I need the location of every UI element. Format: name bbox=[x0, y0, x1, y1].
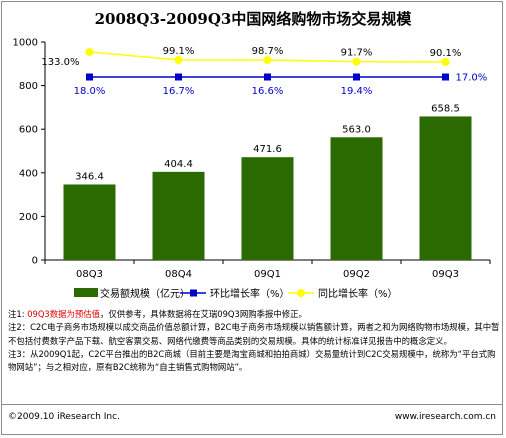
bar bbox=[63, 184, 116, 260]
mom-value-label: 19.4% bbox=[341, 86, 373, 97]
yoy-point bbox=[441, 58, 450, 66]
bar bbox=[152, 171, 205, 260]
yoy-value-label: 98.7% bbox=[252, 46, 284, 57]
legend-label: 同比增长率（%） bbox=[318, 287, 398, 300]
footer-copyright: ©2009.10 iResearch Inc. bbox=[8, 412, 120, 422]
mom-point bbox=[442, 73, 449, 81]
bar bbox=[241, 157, 294, 260]
legend-swatch-marker bbox=[190, 289, 197, 297]
bar-value-label: 471.6 bbox=[253, 144, 282, 155]
x-tick-label: 09Q3 bbox=[432, 269, 459, 280]
x-tick-label: 09Q2 bbox=[343, 269, 370, 280]
yoy-point bbox=[263, 55, 272, 64]
chart-plot: 0 200 400 600 800 1000 08Q3 08Q4 09Q1 09Q2 09Q3 346… bbox=[13, 38, 491, 300]
footer-website: www.iresearch.com.cn bbox=[394, 412, 496, 422]
bar-value-label: 658.5 bbox=[431, 103, 460, 114]
legend-label: 环比增长率（%） bbox=[210, 287, 290, 300]
y-tick-label: 200 bbox=[19, 212, 38, 223]
chart-title: 2008Q3-2009Q3中国网络购物市场交易规模 bbox=[94, 10, 412, 28]
x-tick-label: 09Q1 bbox=[254, 269, 281, 280]
y-tick-label: 600 bbox=[19, 125, 38, 136]
notes-block: 注1: 09Q3数据为预估值，仅供参考，具体数据将在艾瑞09Q3网购季报中修正。… bbox=[8, 308, 500, 374]
legend-swatch-bar bbox=[74, 288, 98, 297]
y-tick-label: 800 bbox=[19, 81, 38, 92]
yoy-value-label: 133.0% bbox=[41, 57, 79, 68]
yoy-point bbox=[352, 57, 361, 66]
mom-point bbox=[86, 73, 93, 81]
bar bbox=[330, 137, 383, 260]
yoy-value-label: 99.1% bbox=[163, 46, 195, 57]
yoy-point bbox=[174, 55, 183, 64]
y-tick-label: 0 bbox=[32, 256, 38, 267]
mom-point bbox=[264, 73, 271, 81]
note-1: 注1: 09Q3数据为预估值，仅供参考，具体数据将在艾瑞09Q3网购季报中修正。 bbox=[8, 308, 500, 321]
y-tick-label: 1000 bbox=[13, 38, 38, 49]
bar-value-label: 346.4 bbox=[75, 171, 104, 182]
x-tick-label: 08Q3 bbox=[76, 269, 103, 280]
legend-swatch-marker bbox=[297, 289, 305, 297]
note-1-highlight: 09Q3数据为预估值 bbox=[27, 309, 101, 319]
bar bbox=[419, 116, 472, 261]
y-tick-label: 400 bbox=[19, 168, 38, 179]
mom-point bbox=[175, 73, 182, 81]
mom-value-label: 16.7% bbox=[163, 86, 195, 97]
bar-value-label: 404.4 bbox=[164, 159, 193, 170]
x-tick-label: 08Q4 bbox=[165, 269, 192, 280]
note-1-prefix: 注1: bbox=[8, 309, 28, 319]
note-3: 注3：从2009Q1起，C2C平台推出的B2C商城（目前主要是淘宝商城和拍拍商城… bbox=[8, 348, 496, 373]
note-2: 注2：C2C电子商务市场规模以成交商品价值总额计算，B2C电子商务市场规模以销售… bbox=[8, 322, 500, 346]
yoy-point bbox=[85, 48, 94, 56]
footer-divider bbox=[1, 404, 503, 405]
note-1-rest: ，仅供参考，具体数据将在艾瑞09Q3网购季报中修正。 bbox=[100, 309, 307, 319]
mom-value-label: 16.6% bbox=[252, 86, 284, 97]
yoy-value-label: 90.1% bbox=[430, 48, 462, 59]
mom-point bbox=[353, 73, 360, 81]
bar-value-label: 563.0 bbox=[342, 124, 371, 135]
legend-label: 交易额规模（亿元） bbox=[100, 287, 190, 300]
mom-value-label: 18.0% bbox=[74, 86, 106, 97]
mom-value-label: 17.0% bbox=[456, 73, 488, 84]
yoy-value-label: 91.7% bbox=[341, 48, 373, 59]
